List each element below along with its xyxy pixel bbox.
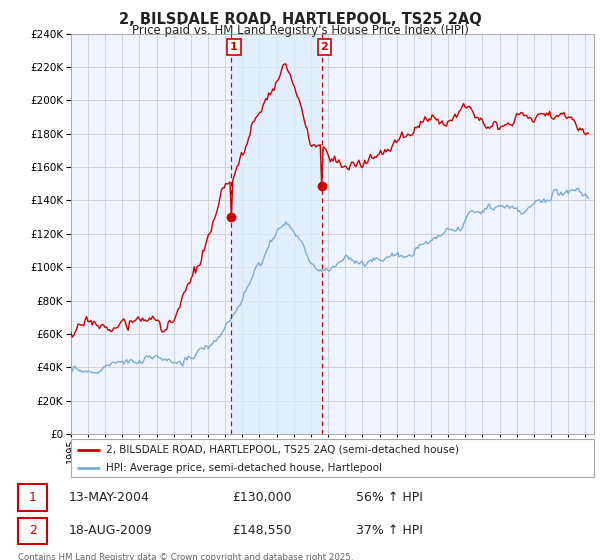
Text: 37% ↑ HPI: 37% ↑ HPI [356,524,423,537]
Text: 2: 2 [29,524,37,537]
Bar [232,34,322,434]
Text: 1: 1 [230,42,238,52]
Text: 2, BILSDALE ROAD, HARTLEPOOL, TS25 2AQ (semi-detached house): 2, BILSDALE ROAD, HARTLEPOOL, TS25 2AQ (… [106,445,460,455]
Text: Price paid vs. HM Land Registry's House Price Index (HPI): Price paid vs. HM Land Registry's House … [131,24,469,37]
Text: 18-AUG-2009: 18-AUG-2009 [69,524,152,537]
FancyBboxPatch shape [18,484,47,511]
Text: Contains HM Land Registry data © Crown copyright and database right 2025.
This d: Contains HM Land Registry data © Crown c… [18,553,353,560]
Text: 2, BILSDALE ROAD, HARTLEPOOL, TS25 2AQ: 2, BILSDALE ROAD, HARTLEPOOL, TS25 2AQ [119,12,481,27]
Text: 13-MAY-2004: 13-MAY-2004 [69,491,149,503]
FancyBboxPatch shape [18,518,47,544]
Text: 56% ↑ HPI: 56% ↑ HPI [356,491,423,503]
Text: HPI: Average price, semi-detached house, Hartlepool: HPI: Average price, semi-detached house,… [106,463,382,473]
Text: 1: 1 [29,491,37,503]
Text: £130,000: £130,000 [232,491,292,503]
Text: 2: 2 [320,42,328,52]
Text: £148,550: £148,550 [232,524,292,537]
